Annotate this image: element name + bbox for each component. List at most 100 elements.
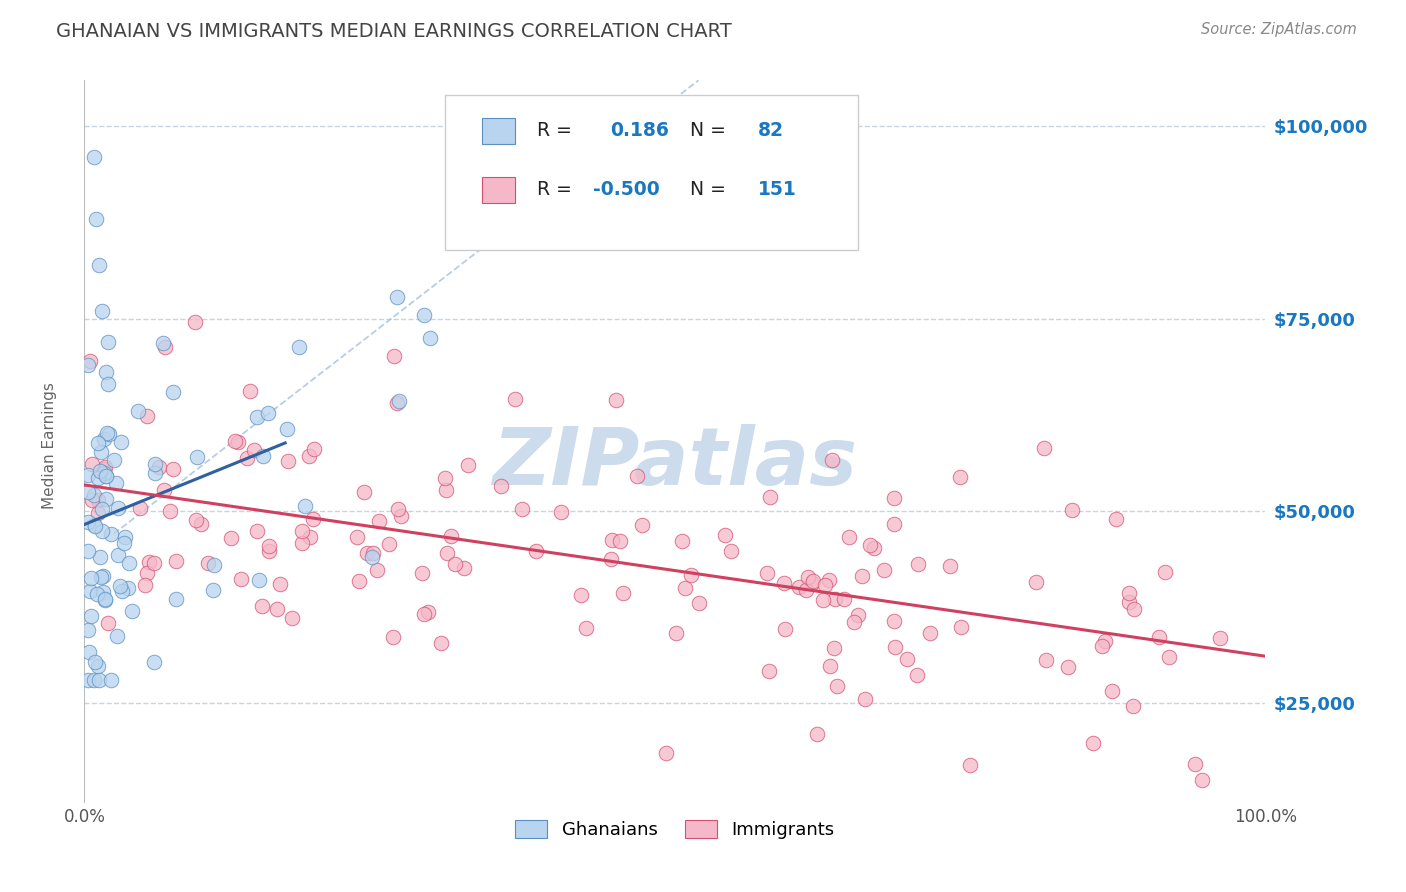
Point <box>824 592 846 607</box>
Point <box>679 568 702 582</box>
Point <box>202 558 225 572</box>
Point <box>112 535 135 549</box>
Point <box>89 549 111 564</box>
Point <box>83 673 105 687</box>
Point <box>107 548 129 562</box>
Point <box>143 466 166 480</box>
Point <box>77 623 100 637</box>
Point <box>569 588 592 602</box>
Point <box>416 605 439 619</box>
Text: N =: N = <box>690 180 725 200</box>
Point <box>90 444 112 458</box>
Point <box>444 558 467 572</box>
Point <box>143 457 166 471</box>
Point <box>269 577 291 591</box>
Point <box>419 331 441 345</box>
Point <box>361 546 384 560</box>
Point <box>883 614 905 628</box>
Point <box>609 534 631 549</box>
Point <box>86 493 108 508</box>
Point <box>387 290 409 304</box>
Point <box>77 468 100 483</box>
Point <box>280 611 302 625</box>
Text: GHANAIAN VS IMMIGRANTS MEDIAN EARNINGS CORRELATION CHART: GHANAIAN VS IMMIGRANTS MEDIAN EARNINGS C… <box>56 22 733 41</box>
Point <box>817 574 839 588</box>
Point <box>83 488 105 502</box>
Text: Median Earnings: Median Earnings <box>42 383 56 509</box>
Point <box>550 505 572 519</box>
Point <box>905 668 928 682</box>
Point <box>245 524 267 538</box>
FancyBboxPatch shape <box>444 95 858 250</box>
Point <box>276 422 298 436</box>
Point <box>257 406 280 420</box>
Point <box>89 464 111 478</box>
Point <box>197 557 219 571</box>
Point <box>378 536 401 550</box>
Point <box>1035 653 1057 667</box>
Point <box>98 427 121 442</box>
Text: Source: ZipAtlas.com: Source: ZipAtlas.com <box>1201 22 1357 37</box>
Point <box>96 426 118 441</box>
Point <box>94 593 117 607</box>
Point <box>1118 594 1140 608</box>
Point <box>838 530 860 544</box>
Point <box>165 553 187 567</box>
Point <box>117 581 139 595</box>
Point <box>794 583 817 598</box>
Point <box>111 584 134 599</box>
Point <box>301 512 323 526</box>
Point <box>346 530 368 544</box>
Point <box>108 579 131 593</box>
Point <box>671 533 693 548</box>
Text: R =: R = <box>537 180 572 200</box>
Point <box>91 502 114 516</box>
Point <box>959 757 981 772</box>
Point <box>883 516 905 531</box>
Point <box>153 340 176 354</box>
Point <box>91 569 114 583</box>
Point <box>291 536 314 550</box>
Point <box>491 478 513 492</box>
Point <box>655 746 678 760</box>
Text: 0.186: 0.186 <box>610 121 669 140</box>
Point <box>787 580 810 594</box>
Point <box>626 469 648 483</box>
Point <box>97 377 120 392</box>
Point <box>821 453 844 467</box>
Point <box>266 602 288 616</box>
Point <box>298 449 321 463</box>
Point <box>503 392 526 406</box>
Point <box>257 544 280 558</box>
Text: R =: R = <box>537 121 572 140</box>
Point <box>688 596 710 610</box>
Point <box>219 531 242 545</box>
Point <box>755 566 778 580</box>
Point <box>907 558 929 572</box>
Point <box>143 556 166 570</box>
Point <box>236 450 259 465</box>
Point <box>1105 512 1128 526</box>
Point <box>818 659 841 673</box>
Point <box>94 365 117 379</box>
Point <box>87 659 110 673</box>
Point <box>758 664 780 678</box>
Point <box>143 655 166 669</box>
Point <box>814 578 837 592</box>
Point <box>77 485 100 500</box>
Point <box>1184 757 1206 772</box>
Point <box>96 492 118 507</box>
Point <box>110 434 132 449</box>
Point <box>90 569 112 583</box>
Point <box>851 569 873 583</box>
Point <box>825 679 848 693</box>
Point <box>713 528 735 542</box>
Point <box>353 485 375 500</box>
Point <box>224 434 246 449</box>
Point <box>186 450 208 465</box>
Point <box>100 673 122 687</box>
Point <box>873 563 896 577</box>
Point <box>759 490 782 504</box>
Point <box>94 592 117 607</box>
Point <box>84 211 107 226</box>
